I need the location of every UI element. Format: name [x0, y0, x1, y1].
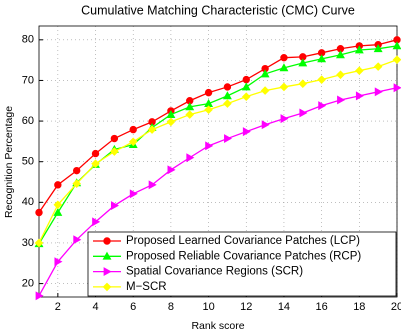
x-tick-label: 6	[130, 301, 136, 313]
data-point	[53, 200, 63, 210]
data-point	[242, 127, 251, 137]
data-point	[279, 63, 289, 72]
data-point	[279, 82, 289, 92]
data-point	[205, 141, 214, 151]
data-point	[72, 166, 81, 175]
data-point	[260, 69, 270, 78]
data-point	[374, 87, 383, 97]
data-point	[54, 181, 62, 189]
data-point	[166, 109, 176, 118]
data-point	[110, 147, 119, 156]
data-point	[110, 201, 119, 211]
x-tick-label: 12	[240, 301, 252, 313]
data-point	[54, 257, 63, 267]
data-point	[318, 101, 327, 111]
x-tick-label: 10	[202, 301, 214, 313]
data-point	[317, 54, 327, 63]
legend-marker	[102, 282, 112, 292]
data-point	[167, 165, 176, 175]
x-tick-label: 18	[353, 301, 365, 313]
data-point	[91, 159, 100, 169]
data-point	[261, 120, 270, 130]
data-point	[317, 75, 326, 84]
chart-title: Cumulative Matching Characteristic (CMC)…	[81, 3, 355, 17]
legend-box	[87, 231, 397, 297]
y-tick-label: 40	[22, 196, 34, 208]
legend-label: M−SCR	[126, 281, 167, 293]
data-point	[298, 58, 308, 67]
data-point	[91, 149, 100, 158]
y-tick-label: 50	[22, 156, 34, 168]
data-point	[336, 50, 345, 59]
y-tick-label: 60	[22, 115, 34, 127]
data-point	[242, 75, 250, 84]
x-tick-label: 20	[391, 301, 401, 313]
data-point	[222, 91, 232, 100]
data-point	[204, 88, 213, 97]
legend-marker	[103, 267, 112, 277]
x-tick-label: 2	[55, 301, 61, 313]
data-point	[280, 114, 289, 124]
legend-marker	[103, 237, 111, 245]
data-point	[223, 83, 232, 91]
y-axis-label: Recognition Percentage	[3, 106, 15, 218]
x-axis-label: Rank score	[191, 320, 244, 332]
data-point	[73, 235, 82, 245]
data-point	[373, 62, 383, 71]
legend-label: Proposed Reliable Covariance Patches (RC…	[126, 250, 361, 262]
data-point	[185, 110, 195, 119]
x-tick-label: 4	[92, 301, 98, 313]
data-point	[129, 125, 137, 134]
data-point	[241, 92, 251, 102]
data-point	[355, 66, 364, 75]
data-point	[204, 105, 213, 115]
data-point	[337, 95, 346, 105]
data-point	[129, 189, 138, 199]
data-point	[148, 180, 157, 190]
data-point	[147, 125, 157, 134]
data-point	[186, 153, 195, 163]
y-tick-label: 70	[22, 74, 34, 86]
series-line	[38, 39, 398, 213]
data-point	[72, 179, 81, 188]
x-tick-label: 8	[168, 301, 174, 313]
data-point	[53, 207, 63, 216]
y-tick-label: 80	[22, 34, 34, 46]
data-point	[280, 53, 288, 62]
legend-label: Proposed Learned Covariance Patches (LCP…	[126, 235, 360, 247]
legend-label: Spatial Covariance Regions (SCR)	[126, 266, 303, 278]
data-point	[373, 44, 383, 53]
data-point	[128, 137, 138, 147]
data-point	[299, 108, 308, 118]
data-point	[92, 217, 101, 227]
x-tick-label: 14	[278, 301, 290, 313]
data-point	[223, 99, 232, 108]
plot-frame	[38, 25, 398, 298]
data-point	[35, 291, 44, 301]
data-point	[35, 208, 43, 217]
data-point	[355, 91, 364, 101]
data-point	[34, 238, 44, 248]
data-point	[392, 55, 401, 65]
x-tick-label: 16	[316, 301, 328, 313]
data-point	[336, 70, 345, 80]
data-point	[110, 134, 119, 143]
data-point	[166, 117, 176, 127]
data-point	[224, 134, 233, 143]
data-point	[392, 41, 401, 50]
data-point	[298, 79, 308, 89]
legend-marker	[102, 251, 112, 260]
data-point	[260, 86, 270, 95]
legend: Proposed Learned Covariance Patches (LCP…	[87, 231, 397, 297]
y-tick-label: 20	[22, 277, 34, 289]
data-point	[354, 45, 364, 54]
data-point	[185, 102, 195, 111]
y-tick-label: 30	[22, 237, 34, 249]
data-point	[241, 82, 251, 91]
data-point	[393, 83, 401, 93]
